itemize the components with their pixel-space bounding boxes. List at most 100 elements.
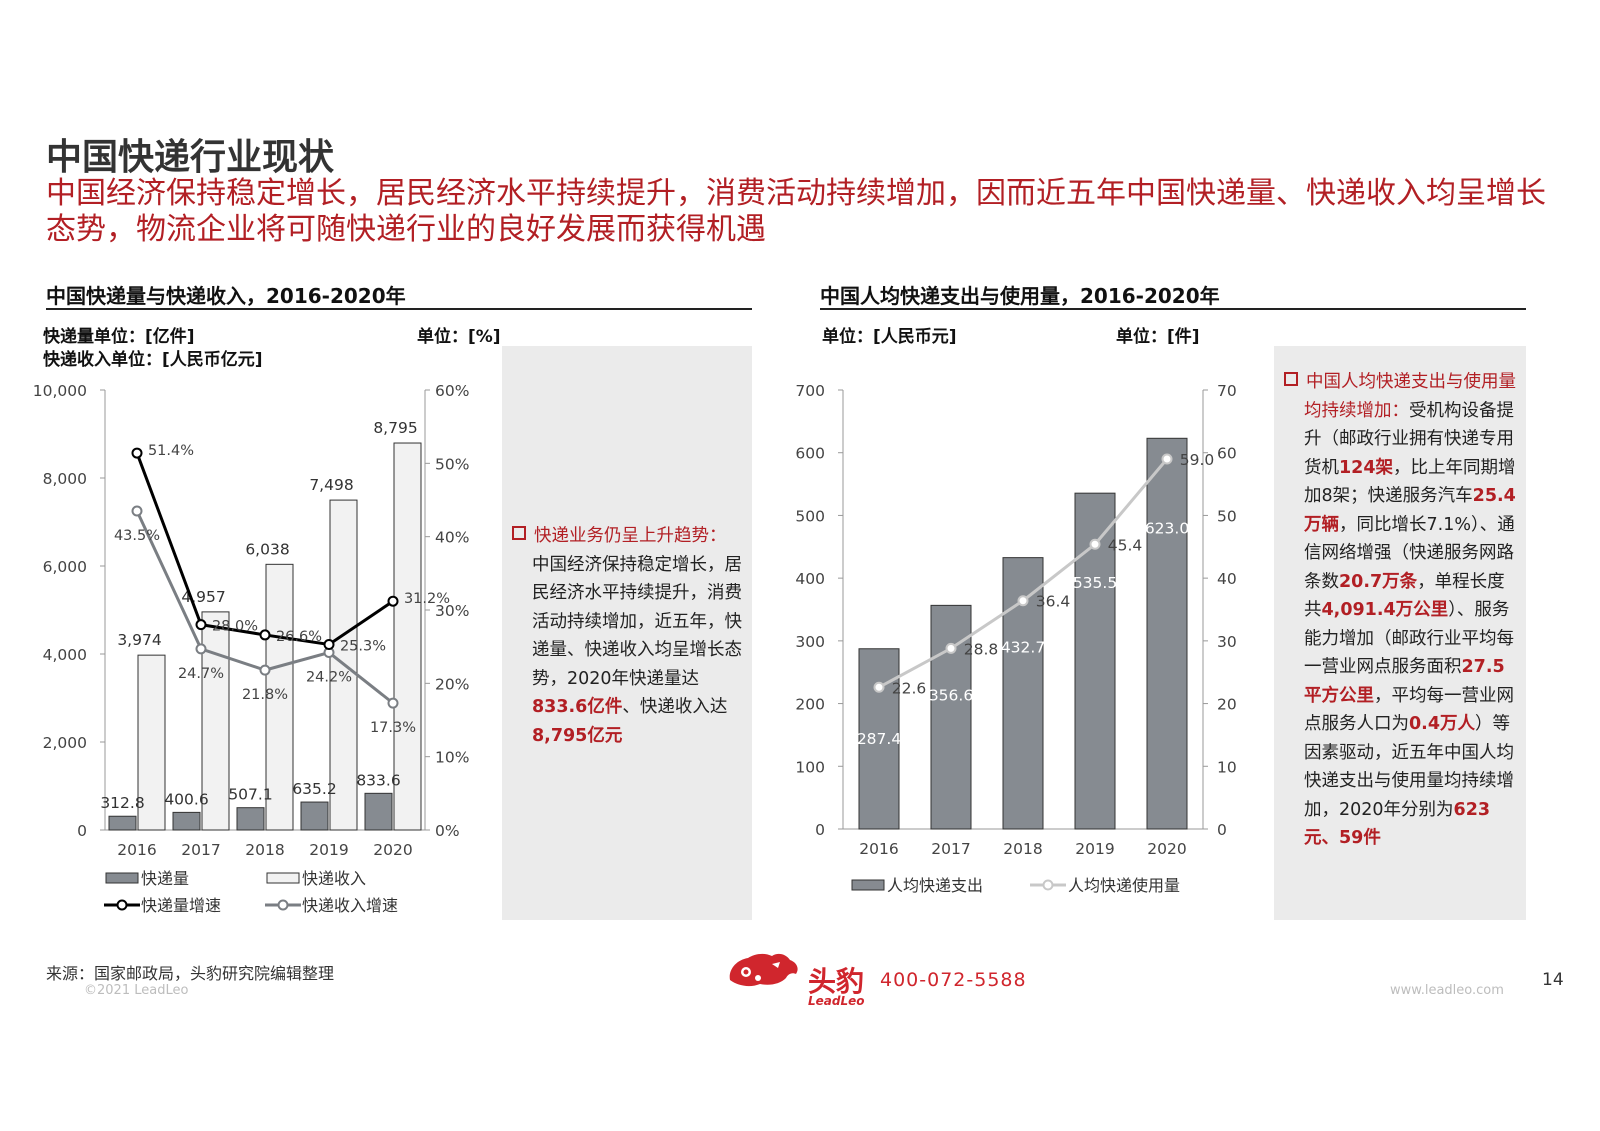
y-right-tick-label: 30 xyxy=(1217,633,1237,651)
right-note-value: 124架 xyxy=(1339,457,1394,478)
right-note-box: 中国人均快递支出与使用量均持续增加：受机构设备提升（邮政行业拥有快递专用货机12… xyxy=(1274,346,1526,920)
label-per-capita-usage: 28.8 xyxy=(964,640,999,658)
y-left-tick-label: 10,000 xyxy=(33,382,87,400)
right-note-text: ，单程长度共 xyxy=(1304,571,1505,621)
left-note-value2: 8,795亿元 xyxy=(532,725,623,746)
per-capita-spend-usage-chart: 0 100 200 300 400 500 600 700 0 10 20 30 40 50 60 70 287… xyxy=(795,382,1237,895)
dot-volume-growth xyxy=(259,629,271,641)
x-tick-label: 2018 xyxy=(245,841,284,859)
label-per-capita-usage: 22.6 xyxy=(892,679,927,697)
bar-per-capita-spend xyxy=(930,604,972,830)
right-note-text: ）等因素驱动，近五年中国人均快递支出与使用量均持续增加，2020年分别为 xyxy=(1304,714,1514,820)
label-per-capita-usage: 36.4 xyxy=(1036,593,1071,611)
left-note-body: 中国经济保持稳定增长，居民经济水平持续提升，消费活动持续增加，近五年，快递量、快… xyxy=(532,554,742,689)
y-right-tick-label: 40% xyxy=(435,529,469,547)
y-right-tick-label: 10 xyxy=(1217,758,1237,776)
checkbox-square-icon xyxy=(1284,372,1298,386)
legend-label: 人均快递支出 xyxy=(887,876,983,895)
bar-express-volume xyxy=(108,815,137,831)
left-note-box: 快递业务仍呈上升趋势： 中国经济保持稳定增长，居民经济水平持续提升，消费活动持续… xyxy=(502,346,752,920)
copyright: ©2021 LeadLeo xyxy=(84,983,189,998)
x-tick-label: 2020 xyxy=(373,841,412,859)
label-revenue-growth: 24.7% xyxy=(178,666,224,682)
bar-express-revenue xyxy=(393,442,422,831)
x-tick-label: 2018 xyxy=(1003,840,1042,858)
legend-dot xyxy=(1042,879,1054,891)
right-note-value: 20.7万条 xyxy=(1339,571,1418,592)
x-tick-label: 2019 xyxy=(309,841,348,859)
label-revenue-growth: 24.2% xyxy=(306,670,352,686)
bar-label-spend: 287.4 xyxy=(857,730,901,748)
y-left-tick-label: 6,000 xyxy=(43,558,87,576)
website-url: www.leadleo.com xyxy=(1390,983,1504,998)
bar-label-volume: 635.2 xyxy=(292,780,336,798)
bar-label-revenue: 3,974 xyxy=(117,631,161,649)
x-tick-label: 2016 xyxy=(859,840,898,858)
y-left-tick-label: 2,000 xyxy=(43,734,87,752)
label-revenue-growth: 17.3% xyxy=(370,720,416,736)
legend-label: 人均快递使用量 xyxy=(1068,876,1180,895)
y-left-tick-label: 0 xyxy=(77,822,87,840)
bar-label-volume: 507.1 xyxy=(228,786,272,804)
checkbox-square-icon xyxy=(512,526,526,540)
y-left-tick-label: 0 xyxy=(815,821,825,839)
y-right-tick-label: 70 xyxy=(1217,382,1237,400)
left-unit-revenue: 快递收入单位：[人民币亿元] xyxy=(43,350,263,370)
brand-name-cn: 头豹 xyxy=(808,965,865,998)
right-note-text: ）、服务能力增加（邮政行业平均每一营业网点服务面积 xyxy=(1304,600,1514,677)
y-right-tick-label: 60 xyxy=(1217,445,1237,463)
dot-volume-growth xyxy=(387,595,399,607)
bar-express-volume xyxy=(300,801,329,831)
left-unit-pct: 单位：[%] xyxy=(417,327,501,347)
right-note-value: 0.4万人 xyxy=(1409,714,1476,734)
right-note-value: 27.5平方公里 xyxy=(1304,657,1505,706)
dot-volume-growth xyxy=(195,619,207,631)
label-volume-growth: 51.4% xyxy=(148,443,194,459)
dot-per-capita-usage xyxy=(1089,538,1101,550)
legend-label: 快递收入 xyxy=(302,869,366,888)
right-note-wrap: 中国人均快递支出与使用量均持续增加：受机构设备提升（邮政行业拥有快递专用货机12… xyxy=(1284,368,1520,853)
label-per-capita-usage: 59.0 xyxy=(1180,451,1215,469)
page-number: 14 xyxy=(1542,970,1564,990)
y-right-tick-label: 50 xyxy=(1217,507,1237,525)
bar-express-volume xyxy=(236,807,265,831)
legend-swatch-revenue xyxy=(266,872,300,884)
bar-per-capita-spend xyxy=(1146,437,1188,830)
y-left-tick-label: 500 xyxy=(795,507,825,525)
y-right-tick-label: 50% xyxy=(435,455,469,473)
bar-label-revenue: 7,498 xyxy=(309,476,353,494)
x-tick-label: 2016 xyxy=(117,841,156,859)
bar-label-volume: 833.6 xyxy=(356,771,400,789)
hotline-phone: 400-072-5588 xyxy=(880,969,1027,991)
y-left-tick-label: 400 xyxy=(795,570,825,588)
label-volume-growth: 28.0% xyxy=(212,619,258,635)
dot-revenue-growth xyxy=(387,697,399,709)
dot-per-capita-usage xyxy=(873,681,885,693)
leopard-logo-icon xyxy=(729,953,798,987)
page-title: 中国快递行业现状 xyxy=(46,137,335,178)
y-right-tick-label: 10% xyxy=(435,749,469,767)
right-unit-right: 单位：[件] xyxy=(1116,327,1200,347)
left-note-sep: 、快递收入达 xyxy=(622,697,728,717)
legend-dot xyxy=(277,899,289,911)
right-note-text: ，平均每一营业网点服务人口为 xyxy=(1304,685,1514,735)
express-volume-revenue-chart: 0 2,000 4,000 6,000 8,000 10,000 0% 10% 20% 30% 40… xyxy=(33,382,470,915)
right-note-text: 受机构设备提升（邮政行业拥有快递专用货机 xyxy=(1304,400,1514,478)
right-note-text: ，同比增长7.1%）、通信网络增强（快递服务网路条数 xyxy=(1304,514,1515,592)
left-unit-volume: 快递量单位：[亿件] xyxy=(43,327,195,347)
bar-label-revenue: 8,795 xyxy=(373,419,417,437)
bar-express-volume xyxy=(364,792,393,831)
right-chart-title: 中国人均快递支出与使用量，2016-2020年 xyxy=(820,284,1220,308)
legend-label: 快递量 xyxy=(141,869,189,888)
x-tick-label: 2020 xyxy=(1147,840,1186,858)
bar-label-revenue: 6,038 xyxy=(245,540,289,558)
legend-swatch-spend xyxy=(851,879,885,891)
bar-express-revenue xyxy=(265,563,294,831)
bar-express-volume xyxy=(172,811,201,831)
label-per-capita-usage: 45.4 xyxy=(1108,536,1143,554)
dot-per-capita-usage xyxy=(1161,453,1173,465)
y-right-tick-label: 60% xyxy=(435,382,469,400)
bar-label-spend: 432.7 xyxy=(1001,639,1045,657)
x-tick-label: 2017 xyxy=(181,841,220,859)
label-volume-growth: 25.3% xyxy=(340,638,386,654)
